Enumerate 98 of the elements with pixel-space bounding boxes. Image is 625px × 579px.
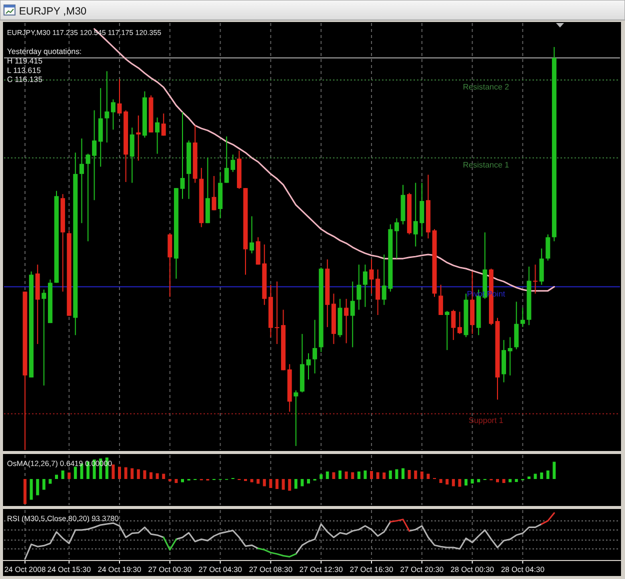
candlestick — [110, 98, 116, 130]
candlestick — [356, 264, 362, 310]
candlestick — [350, 281, 355, 348]
bar — [136, 469, 140, 479]
bar — [68, 472, 71, 479]
bar — [388, 470, 392, 479]
bar — [112, 464, 115, 479]
bar — [502, 479, 506, 483]
bar — [508, 479, 512, 482]
bar — [262, 479, 266, 486]
candlestick — [250, 216, 254, 254]
candlestick — [451, 309, 456, 340]
bar — [288, 479, 292, 491]
candlestick — [42, 289, 46, 386]
candlestick — [98, 88, 103, 168]
bar — [124, 467, 128, 479]
bar — [458, 479, 462, 487]
bar — [294, 479, 298, 489]
bar — [546, 470, 550, 479]
ref-line-label: Resistance 1 — [462, 160, 510, 170]
candlestick — [438, 284, 444, 316]
bar — [477, 479, 480, 482]
bar — [74, 466, 77, 479]
bar — [414, 470, 418, 479]
bar — [48, 479, 52, 484]
bar — [36, 479, 40, 496]
bar — [439, 479, 442, 483]
candlestick — [520, 307, 525, 328]
candlestick — [344, 298, 349, 344]
candlestick — [306, 352, 311, 380]
bar — [402, 468, 404, 479]
bar — [408, 470, 411, 479]
candlestick — [312, 319, 318, 374]
chart-title: EURJPY ,M30 — [19, 6, 87, 18]
bar — [61, 470, 64, 479]
bar — [130, 468, 134, 479]
bar — [181, 479, 184, 482]
bar — [420, 472, 424, 479]
bar — [452, 479, 455, 486]
candlestick — [546, 234, 550, 262]
ref-line-label: Resistance 2 — [462, 82, 510, 92]
bar — [496, 479, 499, 482]
bar — [332, 472, 336, 479]
bar — [446, 479, 449, 484]
candlestick — [168, 232, 172, 298]
candlestick — [514, 301, 519, 350]
bar — [55, 474, 58, 479]
bar — [42, 479, 46, 490]
candlestick — [394, 218, 399, 260]
candlestick — [130, 127, 134, 184]
bar — [162, 474, 166, 479]
bar — [376, 472, 380, 479]
bar — [344, 472, 348, 479]
bar — [370, 471, 373, 479]
ref-line-label: Support 1 — [468, 416, 504, 426]
candlestick — [444, 310, 450, 351]
bar — [364, 470, 367, 479]
candlestick — [294, 390, 298, 446]
candlestick — [533, 264, 538, 294]
bar — [320, 474, 323, 479]
bar — [256, 479, 260, 484]
bar — [540, 472, 544, 479]
bar — [534, 474, 537, 479]
candlestick — [212, 175, 216, 211]
candlestick — [362, 264, 368, 308]
bar — [30, 479, 33, 500]
bar — [276, 479, 278, 489]
bar — [24, 479, 26, 504]
bar — [382, 472, 386, 479]
candlestick — [457, 311, 462, 334]
bar — [118, 466, 121, 479]
bar — [464, 479, 468, 486]
candlestick — [155, 117, 160, 154]
candlestick — [539, 248, 544, 286]
bar — [143, 470, 146, 479]
bar — [307, 479, 310, 484]
bar — [150, 472, 152, 479]
bar — [326, 472, 329, 479]
bar — [514, 479, 518, 482]
candlestick — [136, 115, 141, 162]
candlestick — [104, 70, 110, 144]
bar — [395, 469, 398, 479]
bar — [156, 473, 159, 479]
bar — [269, 479, 272, 488]
bar — [552, 462, 556, 479]
candlestick — [161, 112, 166, 136]
bar — [426, 474, 430, 479]
candlestick — [79, 138, 84, 224]
bar — [351, 472, 354, 479]
bar — [174, 479, 178, 483]
bar — [282, 479, 285, 490]
bar — [300, 479, 304, 486]
bar — [470, 479, 474, 484]
candlestick — [508, 336, 512, 376]
bar — [357, 472, 360, 479]
candlestick — [180, 112, 185, 200]
bar — [250, 479, 254, 482]
bar — [338, 470, 342, 479]
